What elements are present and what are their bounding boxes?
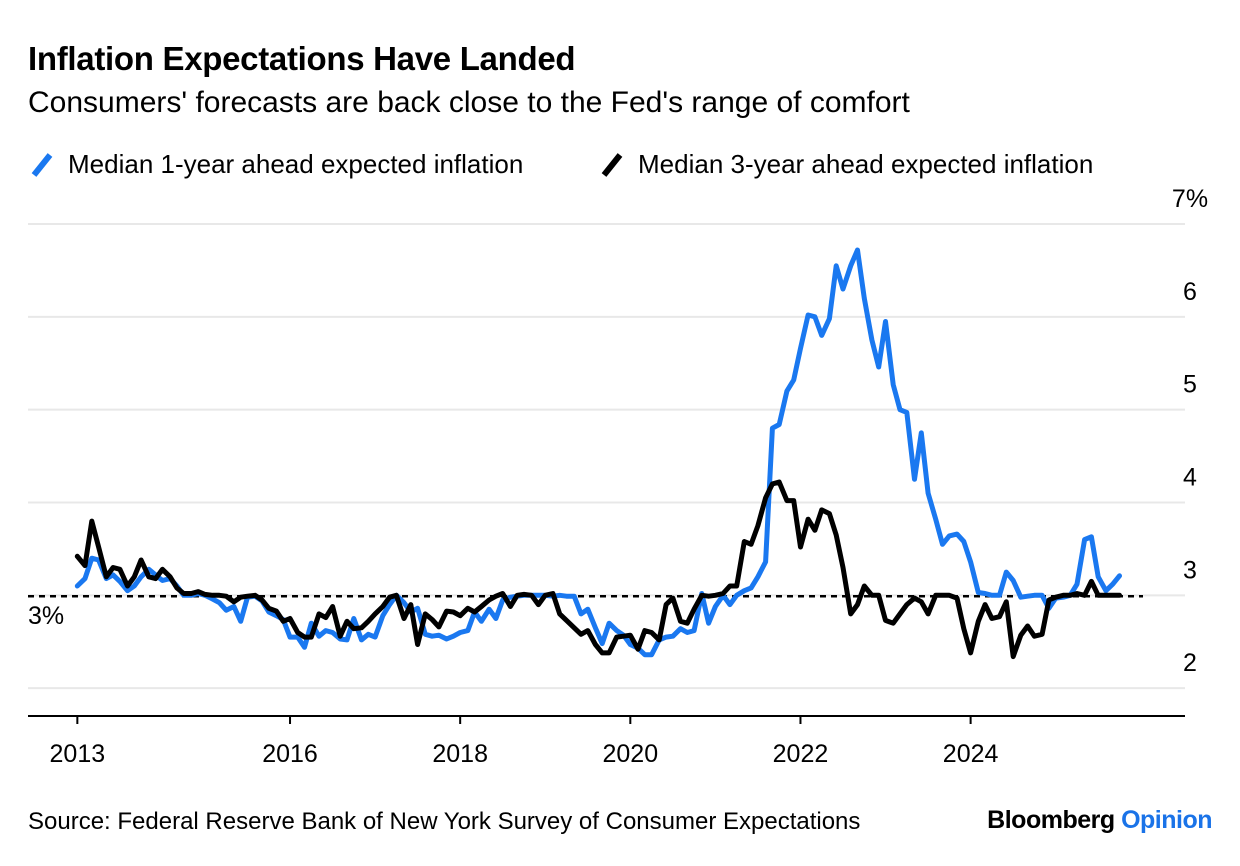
y-tick-label-4: 4 <box>1183 463 1197 491</box>
x-tick-label-2013: 2013 <box>50 740 106 768</box>
logo-word-bloomberg: Bloomberg <box>987 806 1115 834</box>
logo-word-opinion: Opinion <box>1121 806 1212 834</box>
series-line-3yr <box>74 479 1122 660</box>
x-tick-label-2018: 2018 <box>432 740 488 768</box>
tick-labels: 7% 6 5 4 3 2 2013 2016 2018 2020 2022 2024 <box>50 185 1209 768</box>
legend-label-3yr: Median 3-year ahead expected inflation <box>638 148 1094 179</box>
legend-label-1yr: Median 1-year ahead expected inflation <box>68 148 524 179</box>
reference-line-label: 3% <box>28 602 64 630</box>
x-tick-label-2022: 2022 <box>773 740 829 768</box>
legend-item-3yr: Median 3-year ahead expected inflation <box>598 146 1093 182</box>
legend-swatch-3yr-icon <box>601 153 623 177</box>
source-note: Source: Federal Reserve Bank of New York… <box>28 808 861 835</box>
chart-subtitle: Consumers' forecasts are back close to t… <box>28 86 910 119</box>
x-tick-label-2016: 2016 <box>262 740 318 768</box>
legend-item-1yr: Median 1-year ahead expected inflation <box>28 146 523 182</box>
y-tick-label-5: 5 <box>1183 371 1197 399</box>
series-line-1yr <box>74 247 1122 658</box>
y-tick-label-2: 2 <box>1183 649 1197 677</box>
legend-swatch-1yr-icon <box>31 153 53 177</box>
y-tick-label-7: 7% <box>1172 185 1208 213</box>
grid-lines <box>28 223 1185 690</box>
y-tick-label-3: 3 <box>1183 556 1197 584</box>
chart-title: Inflation Expectations Have Landed <box>28 40 576 77</box>
x-tick-label-2024: 2024 <box>943 740 999 768</box>
x-axis <box>28 715 1185 724</box>
x-tick-label-2020: 2020 <box>603 740 659 768</box>
bloomberg-opinion-logo: Bloomberg Opinion <box>987 806 1212 835</box>
y-tick-label-6: 6 <box>1183 278 1197 306</box>
series-lines <box>74 247 1122 660</box>
